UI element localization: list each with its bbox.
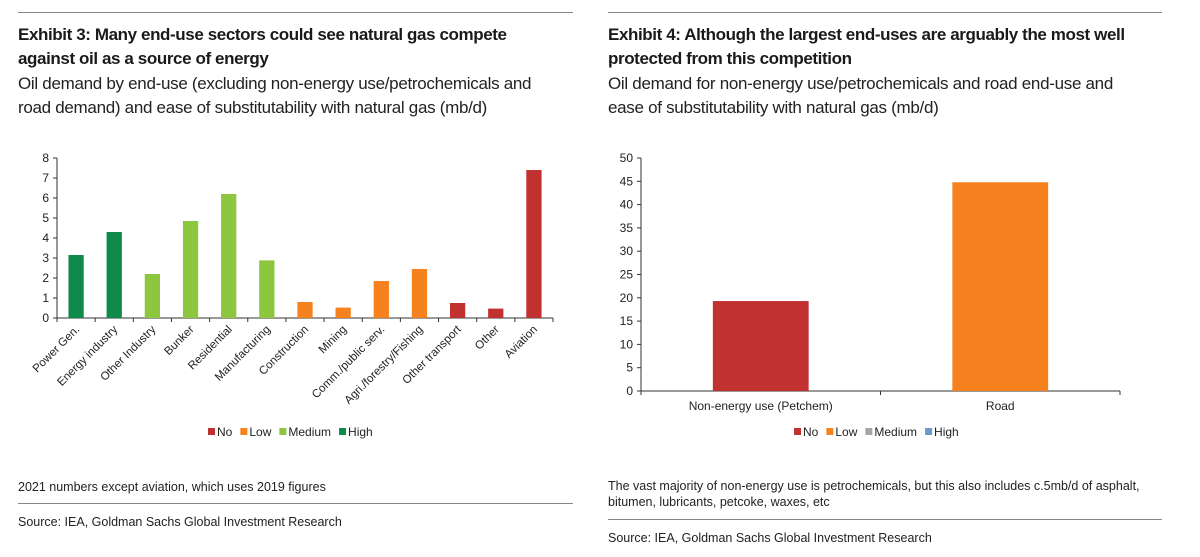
legend-swatch-no <box>794 428 801 435</box>
y-tick-label: 45 <box>620 174 634 188</box>
legend-swatch-medium <box>279 428 287 435</box>
bar-agri-forestry-fishing <box>411 269 428 318</box>
exhibit-3-title: Exhibit 3: Many end-use sectors could se… <box>18 25 507 68</box>
y-tick-label: 0 <box>626 384 633 398</box>
y-tick-label: 8 <box>42 151 49 165</box>
legend-label-medium: Medium <box>288 425 331 439</box>
y-tick-label: 50 <box>620 151 634 165</box>
x-tick-label: Other <box>473 324 502 353</box>
legend-swatch-low <box>826 428 834 435</box>
y-tick-label: 0 <box>42 311 49 325</box>
legend-swatch-medium <box>865 428 873 435</box>
bottom-divider <box>18 503 573 504</box>
y-tick-label: 5 <box>42 211 49 225</box>
x-tick-label: Road <box>986 399 1015 413</box>
bar-comm-public-serv- <box>373 281 389 318</box>
bar-non-energy-use-petchem- <box>712 301 809 391</box>
exhibit-4-subtitle: Oil demand for non-energy use/petrochemi… <box>608 74 1113 117</box>
y-tick-label: 6 <box>42 191 49 205</box>
x-tick-label: Non-energy use (Petchem) <box>689 399 833 413</box>
exhibit-3-source: Source: IEA, Goldman Sachs Global Invest… <box>18 515 342 529</box>
bar-residential <box>221 194 237 318</box>
bar-power-gen- <box>68 255 84 318</box>
x-tick-label: Aviation <box>503 324 540 361</box>
bar-mining <box>335 307 351 318</box>
bar-aviation <box>526 170 542 318</box>
y-tick-label: 4 <box>42 231 49 245</box>
legend-label-high: High <box>348 425 373 439</box>
y-tick-label: 7 <box>42 171 49 185</box>
exhibit-3-subtitle: Oil demand by end-use (excluding non-ene… <box>18 74 532 117</box>
bar-construction <box>297 302 313 318</box>
exhibit-4-source: Source: IEA, Goldman Sachs Global Invest… <box>608 531 932 545</box>
bar-other <box>488 308 504 318</box>
y-tick-label: 40 <box>620 198 634 212</box>
y-tick-label: 2 <box>42 271 49 285</box>
x-tick-label: Bunker <box>162 324 196 358</box>
legend-label-medium: Medium <box>874 425 917 439</box>
bar-energy-industry <box>106 232 122 318</box>
bar-manufacturing <box>259 260 275 318</box>
exhibit-3-panel: Exhibit 3: Many end-use sectors could se… <box>18 0 573 557</box>
y-tick-label: 25 <box>620 268 634 282</box>
legend-label-no: No <box>217 425 233 439</box>
legend-label-low: Low <box>835 425 857 439</box>
exhibit-4-panel: Exhibit 4: Although the largest end-uses… <box>608 0 1162 557</box>
x-tick-label: Mining <box>317 324 349 356</box>
y-tick-label: 10 <box>620 337 634 351</box>
top-divider <box>18 12 573 13</box>
exhibit-4-note: The vast majority of non-energy use is p… <box>608 479 1140 509</box>
bar-road <box>952 182 1049 391</box>
legend-label-low: Low <box>249 425 271 439</box>
y-tick-label: 35 <box>620 221 634 235</box>
bar-other-industry <box>144 274 161 318</box>
bar-other-transport <box>449 303 466 318</box>
y-tick-label: 30 <box>620 244 634 258</box>
top-divider <box>608 12 1162 13</box>
y-tick-label: 1 <box>42 291 49 305</box>
legend-label-high: High <box>934 425 959 439</box>
legend-swatch-low <box>240 428 248 435</box>
y-tick-label: 5 <box>626 361 633 375</box>
legend-label-no: No <box>803 425 819 439</box>
bottom-divider <box>608 519 1162 520</box>
y-tick-label: 15 <box>620 314 634 328</box>
legend-swatch-high <box>339 428 347 435</box>
bar-bunker <box>182 221 199 318</box>
legend-swatch-no <box>208 428 215 435</box>
x-tick-label: Comm./public serv. <box>310 324 387 401</box>
exhibit-3-note: 2021 numbers except aviation, which uses… <box>18 480 326 494</box>
y-tick-label: 3 <box>42 251 49 265</box>
legend-swatch-high <box>925 428 933 435</box>
exhibit-4-title: Exhibit 4: Although the largest end-uses… <box>608 25 1125 68</box>
y-tick-label: 20 <box>620 291 634 305</box>
